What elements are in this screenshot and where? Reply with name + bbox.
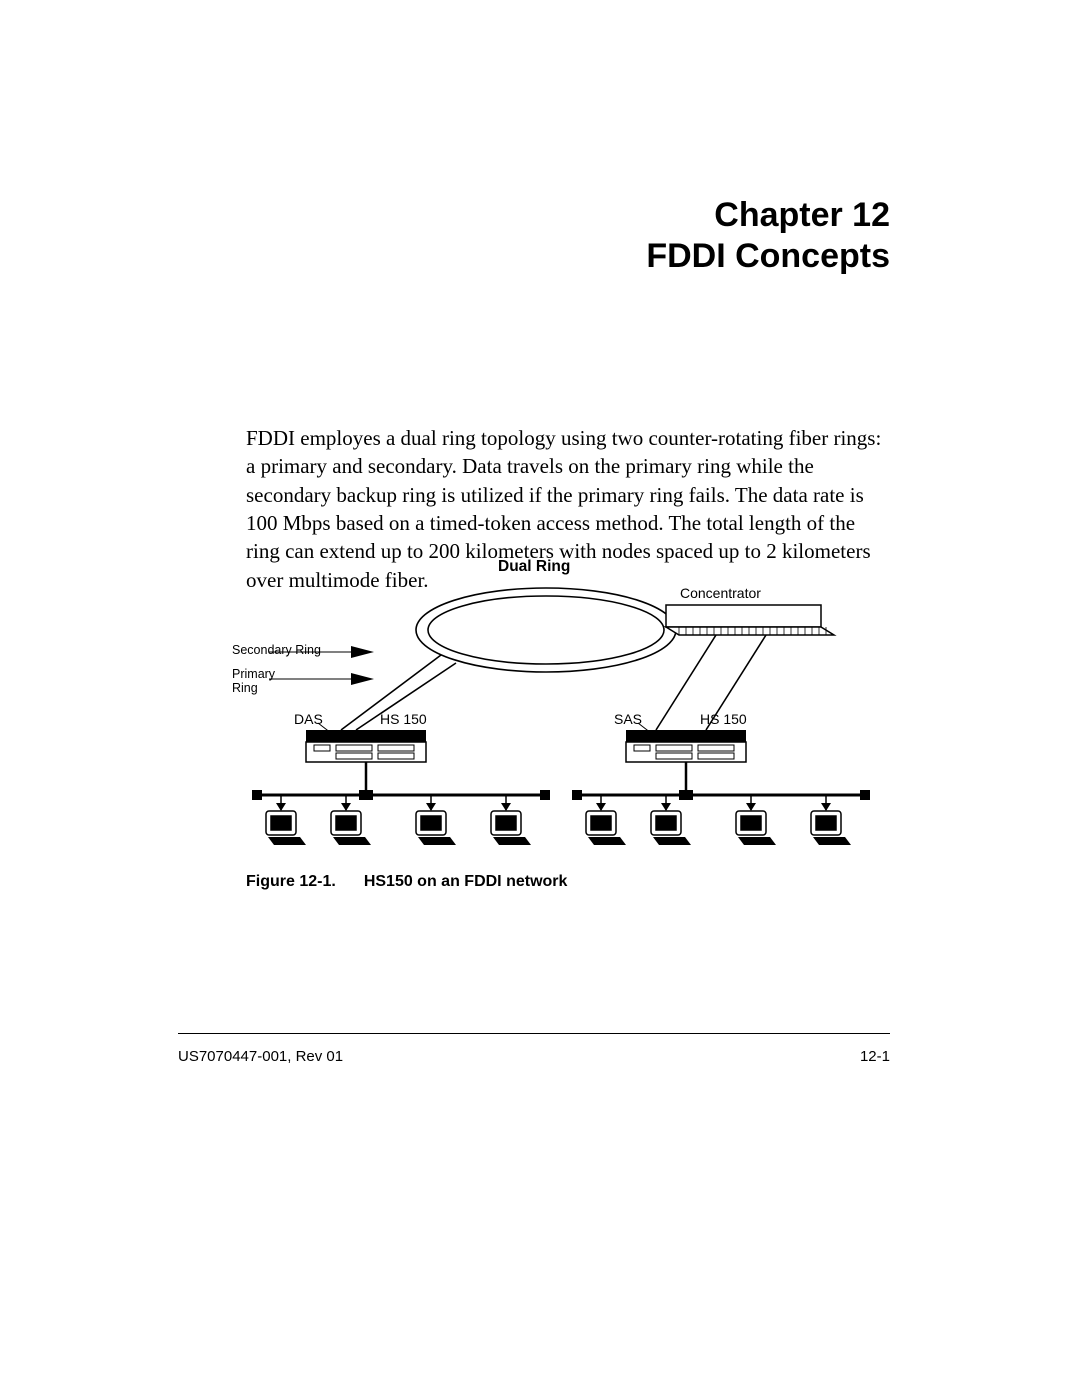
figure-diagram: Concentrator Secondary Ring Primary Ring… [246,575,892,865]
footer-doc-id: US7070447-001, Rev 01 [178,1048,343,1065]
label-das: DAS [294,711,323,727]
footer-page-number: 12-1 [860,1048,890,1065]
chapter-title-text: FDDI Concepts [646,236,890,277]
page: Chapter 12 FDDI Concepts FDDI employes a… [0,0,1080,1397]
figure-title: Dual Ring [498,558,570,576]
label-concentrator: Concentrator [680,585,761,601]
label-hs150-left: HS 150 [380,711,427,727]
label-hs150-right: HS 150 [700,711,747,727]
figure-caption-text: HS150 on an FDDI network [364,873,568,890]
chapter-number: Chapter 12 [646,195,890,236]
figure-caption: Figure 12-1. HS150 on an FDDI network [246,873,567,891]
diagram-svg [246,575,892,865]
footer-rule [178,1033,890,1034]
figure-caption-prefix: Figure 12-1. [246,873,336,890]
label-sas: SAS [614,711,642,727]
label-primary-ring-l1: Primary [232,667,275,681]
chapter-heading: Chapter 12 FDDI Concepts [646,195,890,277]
label-secondary-ring: Secondary Ring [232,643,321,657]
label-primary-ring-l2: Ring [232,681,258,695]
